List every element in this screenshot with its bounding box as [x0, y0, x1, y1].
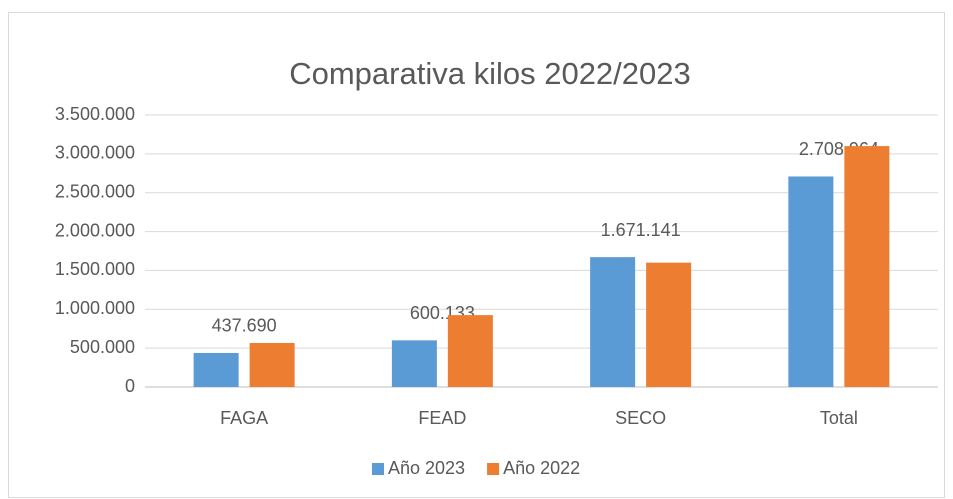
bar: [590, 257, 636, 387]
y-tick-label: 0: [125, 376, 135, 396]
bar: [391, 340, 437, 387]
legend-label: Año 2023: [388, 458, 465, 478]
x-tick-label: FAGA: [220, 408, 268, 428]
x-tick-label: SECO: [615, 408, 666, 428]
x-tick-label: FEAD: [418, 408, 466, 428]
legend-swatch: [487, 463, 500, 475]
bar: [193, 352, 239, 387]
bar: [447, 315, 493, 387]
legend-swatch: [372, 463, 384, 475]
y-tick-label: 2.500.000: [55, 181, 135, 201]
y-tick-label: 500.000: [70, 337, 135, 357]
legend-label: Año 2022: [503, 458, 580, 478]
x-tick-label: Total: [820, 408, 858, 428]
y-tick-label: 3.500.000: [55, 104, 135, 124]
y-tick-label: 2.000.000: [55, 220, 135, 240]
y-tick-label: 1.500.000: [55, 259, 135, 279]
bar: [646, 262, 692, 387]
y-tick-label: 1.000.000: [55, 298, 135, 318]
bar: [788, 176, 834, 387]
data-label: 437.690: [212, 316, 277, 336]
data-label: 1.671.141: [601, 220, 681, 240]
y-tick-label: 3.000.000: [55, 143, 135, 163]
bar: [844, 146, 890, 387]
chart-title: Comparativa kilos 2022/2023: [289, 56, 691, 91]
bar: [249, 343, 295, 387]
